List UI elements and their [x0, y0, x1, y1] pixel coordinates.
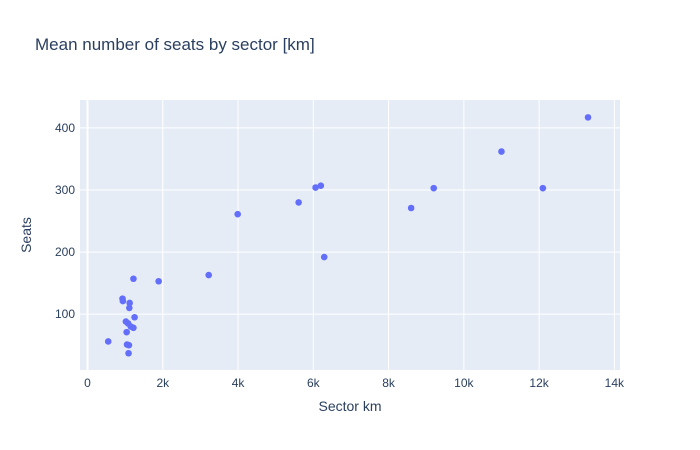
x-tick-label: 12k — [529, 376, 549, 390]
data-point[interactable] — [131, 313, 138, 321]
data-point[interactable] — [430, 184, 438, 192]
x-tick-label: 8k — [382, 376, 396, 390]
data-point[interactable] — [498, 148, 505, 155]
data-point[interactable] — [407, 204, 415, 212]
x-tick-label: 2k — [156, 376, 170, 390]
y-tick-label: 100 — [55, 307, 75, 321]
x-axis-label: Sector km — [318, 398, 381, 414]
data-points — [104, 114, 592, 357]
x-tick-label: 6k — [307, 376, 321, 390]
plot-background — [80, 100, 620, 370]
x-tick-label: 10k — [454, 376, 474, 390]
data-point[interactable] — [155, 277, 162, 285]
grid-lines — [80, 100, 620, 370]
data-point[interactable] — [317, 182, 325, 189]
chart-title: Mean number of seats by sector [km] — [35, 35, 315, 54]
data-point[interactable] — [130, 275, 137, 283]
x-tick-label: 4k — [232, 376, 246, 390]
data-point[interactable] — [312, 184, 319, 191]
y-tick-label: 300 — [55, 183, 75, 197]
y-tick-label: 200 — [55, 245, 75, 259]
x-tick-labels: 0 2k 4k 6k 8k 10k 12k 14k — [84, 376, 625, 390]
x-tick-label: 0 — [84, 376, 91, 390]
data-point[interactable] — [125, 349, 132, 357]
data-point[interactable] — [126, 299, 133, 307]
data-point[interactable] — [125, 341, 133, 349]
data-point[interactable] — [539, 184, 547, 192]
data-point[interactable] — [123, 328, 130, 336]
data-point[interactable] — [130, 324, 137, 332]
x-tick-label: 14k — [605, 376, 625, 390]
y-tick-labels: 100 200 300 400 — [55, 121, 75, 321]
data-point[interactable] — [320, 253, 328, 261]
data-point[interactable] — [584, 114, 592, 121]
y-axis-label: Seats — [18, 217, 34, 253]
data-point[interactable] — [125, 304, 133, 312]
data-point[interactable] — [104, 338, 112, 345]
data-point[interactable] — [234, 210, 241, 218]
data-point[interactable] — [119, 297, 127, 305]
data-point[interactable] — [205, 271, 212, 279]
data-point[interactable] — [295, 199, 302, 206]
y-tick-label: 400 — [55, 121, 75, 135]
